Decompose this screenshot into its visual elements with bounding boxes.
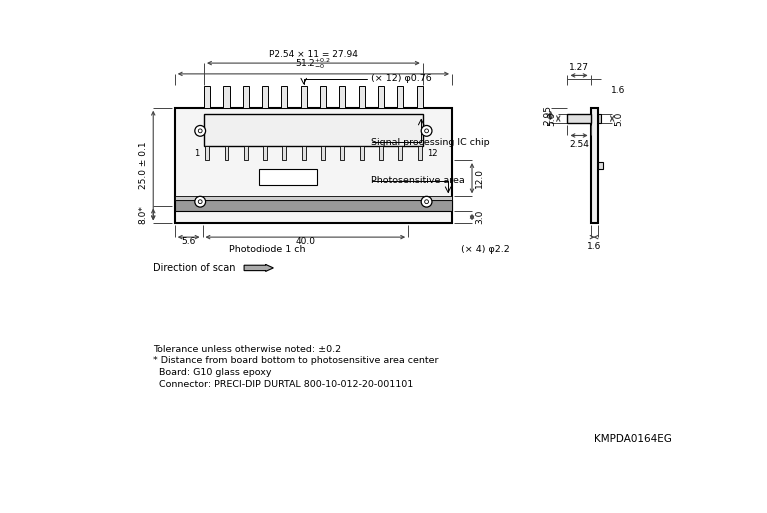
Bar — [568, 114, 591, 123]
Bar — [225, 146, 229, 160]
Bar — [341, 146, 344, 160]
Bar — [379, 146, 383, 160]
Bar — [175, 108, 452, 223]
Text: P2.54 × 11 = 27.94: P2.54 × 11 = 27.94 — [269, 50, 358, 59]
Text: 5.0: 5.0 — [614, 111, 624, 126]
Bar — [339, 86, 345, 108]
Text: 1: 1 — [194, 149, 199, 157]
Circle shape — [195, 126, 206, 136]
Text: 25.0 ± 0.1: 25.0 ± 0.1 — [139, 142, 148, 189]
Bar — [321, 146, 325, 160]
Text: 8.0*: 8.0* — [139, 205, 148, 224]
Text: Board: G10 glass epoxy: Board: G10 glass epoxy — [153, 368, 272, 377]
Text: Direction of scan: Direction of scan — [153, 263, 235, 273]
Bar — [206, 146, 209, 160]
Text: * Distance from board bottom to photosensitive area center: * Distance from board bottom to photosen… — [153, 357, 439, 365]
Bar — [259, 169, 318, 185]
Bar — [175, 196, 452, 200]
Text: 5.6: 5.6 — [182, 237, 196, 246]
Text: Signal processing IC chip: Signal processing IC chip — [371, 138, 490, 147]
Text: (× 4) φ2.2: (× 4) φ2.2 — [461, 245, 510, 254]
Bar — [204, 86, 210, 108]
Bar — [244, 146, 248, 160]
Text: 1.27: 1.27 — [569, 63, 589, 72]
Bar — [360, 146, 364, 160]
Circle shape — [421, 196, 432, 207]
Bar — [301, 86, 307, 108]
Text: (× 12) φ0.76: (× 12) φ0.76 — [371, 74, 432, 83]
Text: Photosensitive area: Photosensitive area — [371, 176, 465, 185]
Text: 2.54: 2.54 — [569, 140, 589, 149]
Text: 1.6: 1.6 — [611, 86, 626, 95]
Text: KMPDA0164EG: KMPDA0164EG — [594, 434, 671, 444]
Bar — [378, 86, 384, 108]
Text: Connector: PRECI-DIP DURTAL 800-10-012-20-001101: Connector: PRECI-DIP DURTAL 800-10-012-2… — [153, 380, 413, 388]
Bar — [597, 114, 601, 123]
Text: 12.0: 12.0 — [476, 168, 484, 188]
Text: 2.95: 2.95 — [544, 106, 553, 126]
Bar — [281, 86, 288, 108]
Bar — [418, 146, 422, 160]
Text: Photodiode 1 ch: Photodiode 1 ch — [229, 245, 305, 254]
Circle shape — [195, 196, 206, 207]
Bar — [204, 114, 423, 146]
FancyArrow shape — [244, 265, 273, 271]
Bar — [416, 86, 423, 108]
Bar — [597, 162, 603, 169]
Bar — [282, 146, 286, 160]
Circle shape — [421, 126, 432, 136]
Text: 1.6: 1.6 — [587, 242, 601, 251]
Text: Tolerance unless otherwise noted: ±0.2: Tolerance unless otherwise noted: ±0.2 — [153, 345, 341, 354]
Bar — [223, 86, 229, 108]
Text: 5.0: 5.0 — [548, 111, 557, 126]
Bar — [397, 86, 403, 108]
Bar — [175, 200, 452, 211]
Bar — [359, 86, 365, 108]
Bar — [263, 146, 267, 160]
Text: 40.0: 40.0 — [295, 237, 315, 246]
Bar — [301, 146, 306, 160]
Bar — [398, 146, 402, 160]
Bar — [591, 108, 597, 223]
Bar — [242, 86, 249, 108]
Text: 3.0: 3.0 — [476, 210, 484, 224]
Text: 51.2$^{+0.2}_{-0}$: 51.2$^{+0.2}_{-0}$ — [295, 56, 331, 71]
Bar — [262, 86, 268, 108]
Bar — [320, 86, 326, 108]
Text: 12: 12 — [427, 149, 438, 157]
